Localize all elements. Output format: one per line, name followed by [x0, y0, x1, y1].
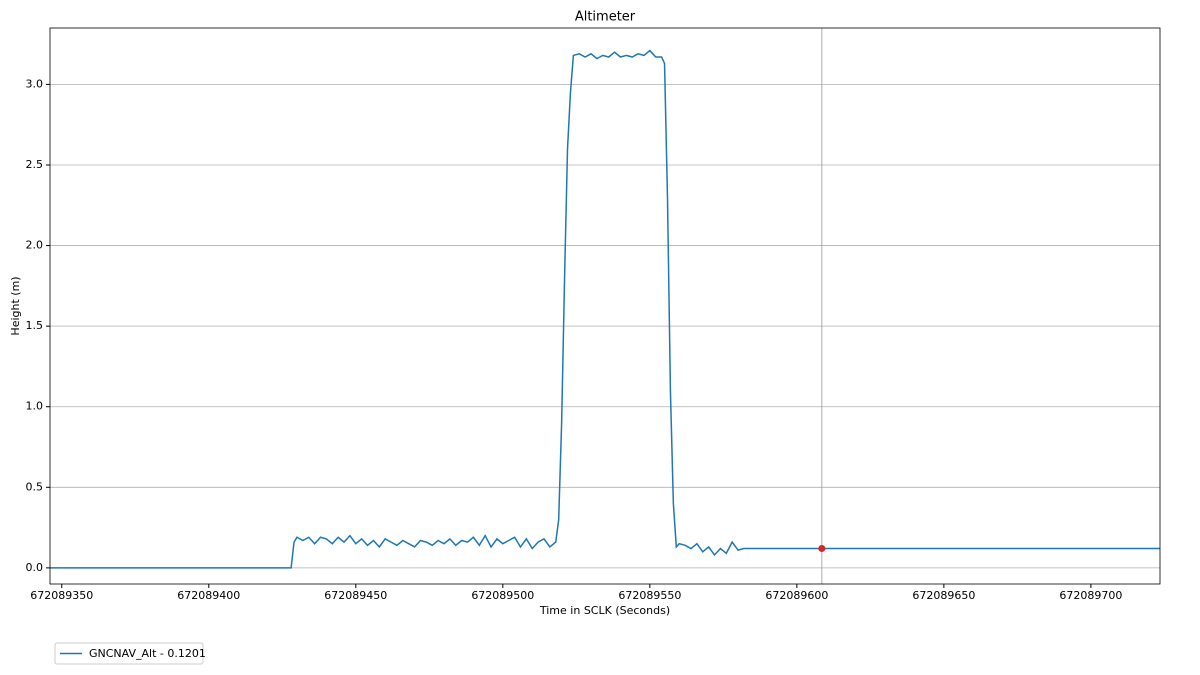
x-tick-label: 672089350 — [30, 589, 93, 602]
y-axis-label: Height (m) — [9, 276, 22, 335]
plot-frame — [49, 27, 1161, 585]
y-tick-label: 1.5 — [26, 319, 44, 332]
legend-box — [54, 642, 204, 665]
y-tick-label: 0.0 — [26, 561, 44, 574]
series-line — [50, 49, 1160, 569]
x-tick-label: 672089600 — [765, 589, 828, 602]
y-tick-label: 0.5 — [26, 480, 44, 493]
x-tick-label: 672089400 — [177, 589, 240, 602]
legend-label: GNCNAV_Alt - 0.1201 — [89, 647, 206, 660]
x-tick-label: 672089450 — [324, 589, 387, 602]
y-tick-label: 2.0 — [26, 239, 44, 252]
x-tick-label: 672089700 — [1059, 589, 1122, 602]
cursor-marker — [818, 545, 826, 553]
y-tick-label: 3.0 — [26, 77, 44, 90]
x-tick-label: 672089550 — [618, 589, 681, 602]
y-tick-label: 2.5 — [26, 158, 44, 171]
chart-title: Altimeter — [575, 10, 636, 25]
y-tick-label: 1.0 — [26, 400, 44, 413]
x-tick-label: 672089500 — [471, 589, 534, 602]
x-tick-label: 672089650 — [912, 589, 975, 602]
x-axis-label: Time in SCLK (Seconds) — [539, 604, 670, 617]
